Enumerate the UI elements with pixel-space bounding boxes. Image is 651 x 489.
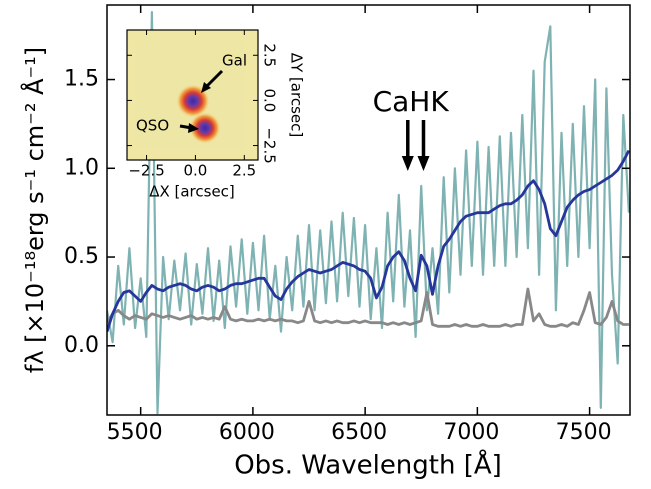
inset-x-tick-label: 2.5 bbox=[232, 162, 256, 180]
x-tick-label: 6500 bbox=[331, 420, 387, 445]
x-tick-label: 7500 bbox=[556, 420, 612, 445]
spectrum-line bbox=[107, 11, 630, 415]
x-tick-label: 6000 bbox=[219, 420, 275, 445]
annotation-text: CaHK bbox=[373, 85, 450, 118]
annotation-arrowhead bbox=[417, 156, 430, 171]
inset-x-tick-label: −2.5 bbox=[128, 162, 164, 180]
annotation-arrowhead bbox=[401, 156, 414, 171]
inset-y-tick-label: 2.5 bbox=[261, 43, 279, 67]
qso-arrowhead bbox=[188, 123, 199, 133]
gal-arrowhead bbox=[201, 82, 211, 93]
y-tick-label: 1.5 bbox=[64, 67, 99, 92]
inset-frame bbox=[126, 29, 259, 161]
plot-area bbox=[107, 11, 630, 415]
inset-label: Gal bbox=[222, 52, 247, 70]
inset-label: QSO bbox=[136, 117, 169, 135]
y-tick-label: 1.0 bbox=[64, 155, 99, 180]
inset-x-label: ΔX [arcsec] bbox=[149, 183, 235, 201]
x-axis-label: Obs. Wavelength [Å] bbox=[234, 449, 502, 481]
spectrum-line bbox=[107, 287, 629, 328]
spectrum-line bbox=[107, 149, 630, 333]
gal-arrow bbox=[204, 69, 224, 89]
inset-x-tick-label: 0.0 bbox=[184, 162, 208, 180]
x-tick-label: 5500 bbox=[107, 420, 163, 445]
inset-y-tick-label: 0.0 bbox=[261, 88, 279, 112]
inset-y-label: ΔY [arcsec] bbox=[288, 53, 306, 137]
y-axis-label: fλ [×10⁻¹⁸erg s⁻¹ cm⁻² Å⁻¹] bbox=[20, 47, 49, 373]
y-tick-label: 0.0 bbox=[64, 333, 99, 358]
inset-y-tick-label: −2.5 bbox=[261, 127, 279, 163]
inset: Gal QSO ΔX [arcsec] ΔY [arcsec] −2.5 0.0 2… bbox=[126, 29, 306, 201]
x-tick-label: 7000 bbox=[443, 420, 499, 445]
qso-blob bbox=[189, 112, 221, 144]
y-tick-label: 0.5 bbox=[64, 244, 99, 269]
plot-frame bbox=[106, 4, 631, 416]
